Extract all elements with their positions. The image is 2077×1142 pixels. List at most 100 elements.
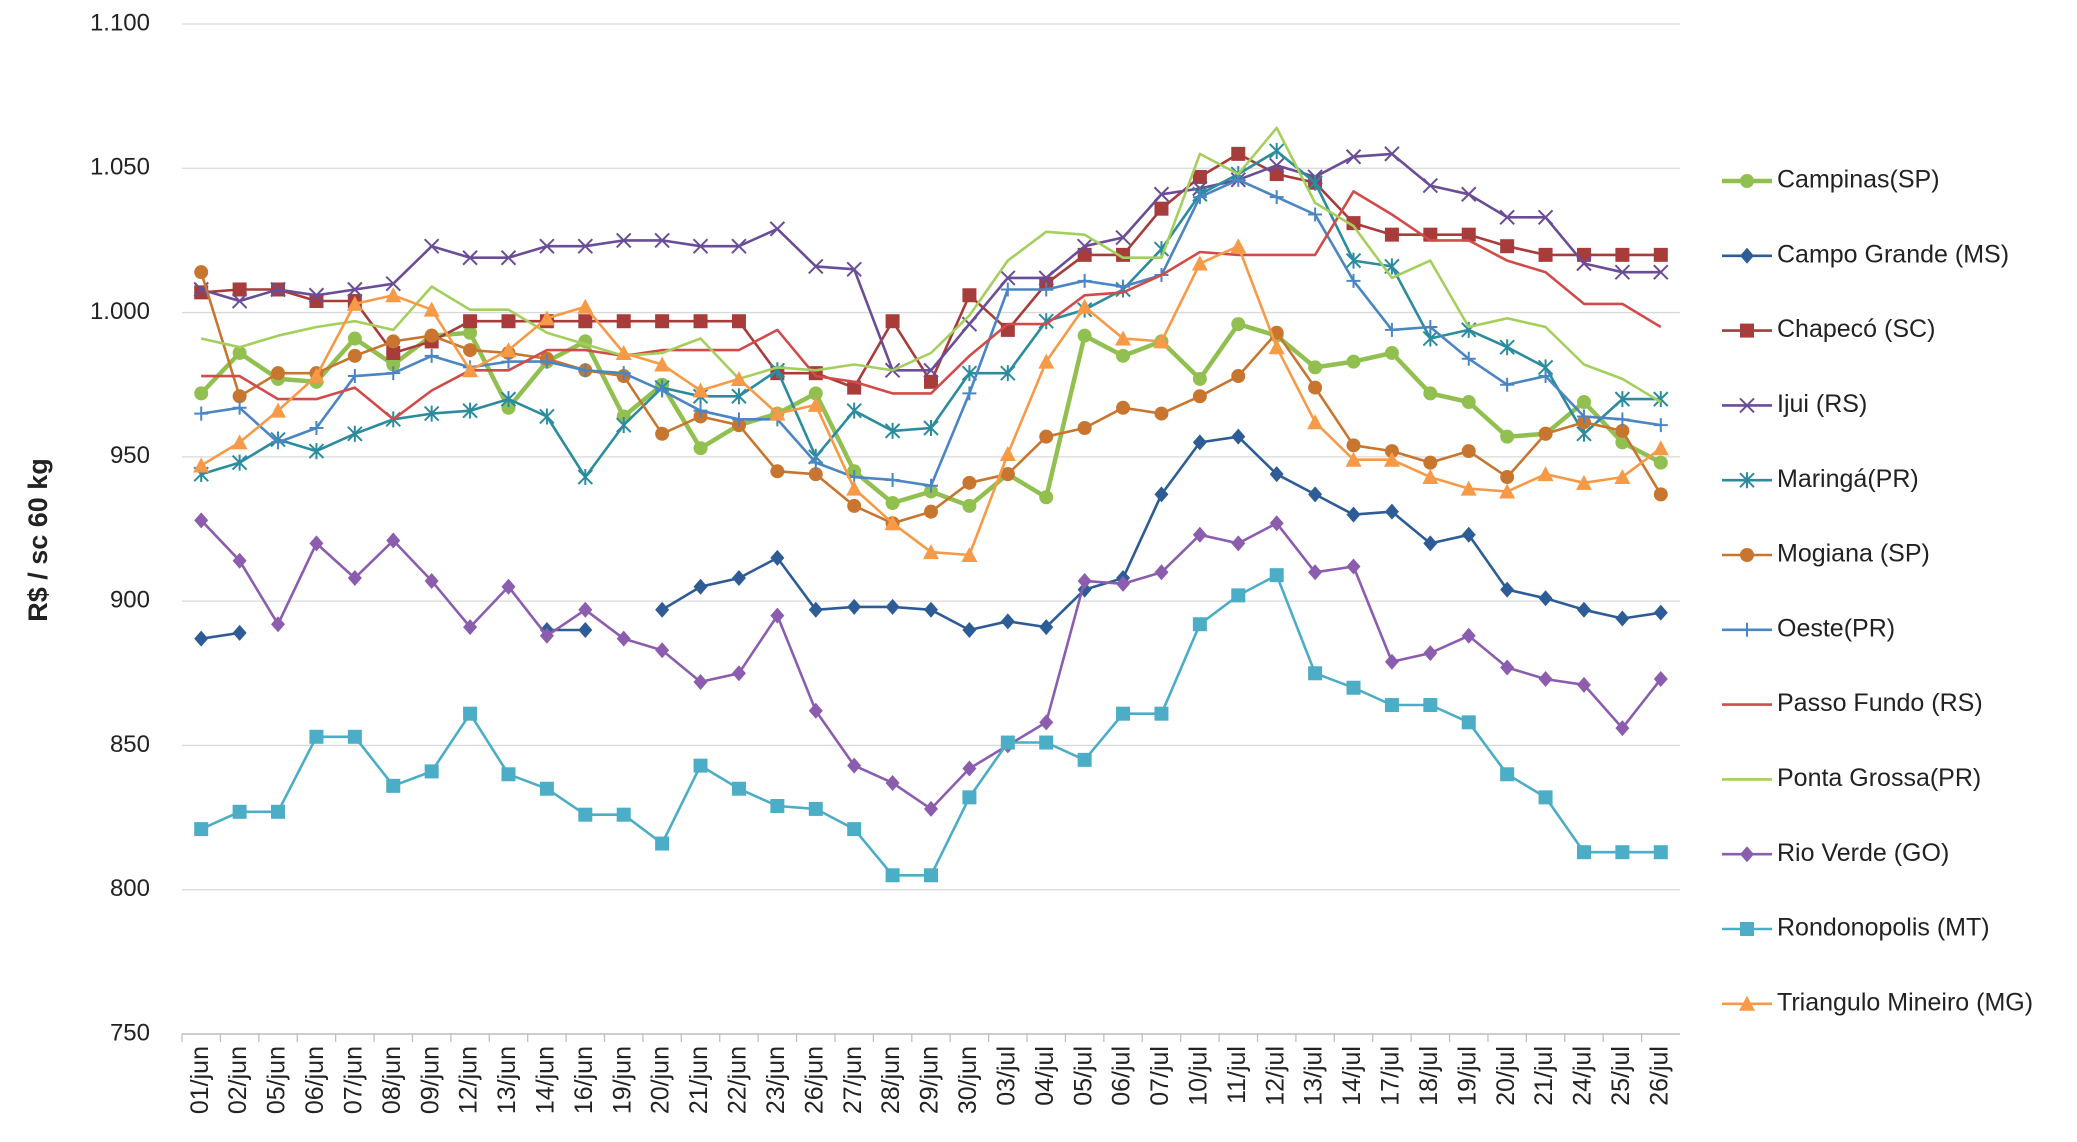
marker <box>1308 360 1323 375</box>
marker <box>1038 270 1054 286</box>
marker <box>1153 186 1170 202</box>
marker <box>1460 480 1477 496</box>
marker <box>232 624 247 641</box>
series <box>193 142 1669 486</box>
marker <box>1076 298 1093 314</box>
marker <box>1739 472 1755 489</box>
y-tick-label: 1.100 <box>90 9 150 36</box>
marker <box>1345 252 1362 269</box>
legend-label: Rio Verde (GO) <box>1777 839 1949 867</box>
marker <box>1153 333 1170 349</box>
marker <box>808 801 823 816</box>
line <box>200 573 1661 877</box>
marker <box>1423 455 1438 470</box>
marker <box>1576 255 1592 272</box>
marker <box>539 238 555 254</box>
marker <box>1538 247 1553 262</box>
marker <box>1652 440 1669 456</box>
x-tick-label: 04/jul <box>1031 1046 1059 1106</box>
marker <box>1615 247 1630 262</box>
marker <box>846 402 862 419</box>
marker <box>1038 353 1055 369</box>
marker <box>1345 149 1362 165</box>
marker <box>539 627 554 644</box>
line <box>201 178 1661 487</box>
marker <box>1000 613 1015 630</box>
marker <box>654 356 671 372</box>
marker <box>501 767 516 782</box>
marker <box>1345 451 1362 467</box>
marker <box>1077 752 1092 767</box>
legend-label: Ijui (RS) <box>1777 390 1867 418</box>
marker <box>1116 706 1131 721</box>
marker <box>463 343 478 358</box>
marker <box>463 706 478 721</box>
marker <box>808 601 823 618</box>
legend-label: Campo Grande (MS) <box>1777 240 2009 268</box>
marker <box>962 475 977 490</box>
marker <box>1039 490 1054 505</box>
marker <box>1538 590 1553 607</box>
legend-label: Passo Fundo (RS) <box>1777 689 1983 717</box>
series <box>193 238 1669 562</box>
marker <box>270 402 287 418</box>
marker <box>462 250 478 266</box>
marker <box>1500 239 1515 254</box>
marker <box>1039 619 1054 636</box>
marker <box>769 221 786 237</box>
marker <box>1039 714 1054 731</box>
marker <box>539 354 554 369</box>
marker <box>924 504 938 519</box>
marker <box>386 357 401 372</box>
marker <box>1116 348 1131 363</box>
legend-label: Oeste(PR) <box>1777 614 1895 642</box>
legend-label: Triangulo Mineiro (MG) <box>1777 988 2033 1016</box>
series <box>193 146 1669 378</box>
marker <box>1653 455 1668 470</box>
marker <box>1422 177 1439 194</box>
marker <box>1231 535 1246 552</box>
marker <box>1740 846 1754 863</box>
marker <box>1346 354 1361 369</box>
marker <box>1000 282 1015 297</box>
x-tick-label: 14/jul <box>1338 1046 1366 1106</box>
marker <box>1653 264 1669 280</box>
marker <box>693 441 708 456</box>
marker <box>1077 421 1092 435</box>
legend-label: Campinas(SP) <box>1777 166 1940 194</box>
marker <box>578 314 593 329</box>
marker <box>655 642 670 659</box>
series <box>194 568 1668 883</box>
marker <box>194 285 209 300</box>
marker <box>808 702 823 719</box>
marker <box>386 334 401 349</box>
marker <box>1308 207 1323 222</box>
marker <box>1500 767 1515 782</box>
marker <box>1461 395 1476 410</box>
marker <box>1384 146 1400 162</box>
marker <box>1269 466 1284 483</box>
marker <box>1269 167 1284 182</box>
marker <box>1653 487 1668 502</box>
marker <box>1116 400 1131 415</box>
marker <box>923 544 939 560</box>
marker <box>1346 273 1361 288</box>
marker <box>309 535 324 552</box>
marker <box>193 457 210 473</box>
x-tick-label: 01/jun <box>186 1046 214 1114</box>
series <box>194 172 1668 493</box>
marker <box>961 546 978 562</box>
marker <box>1461 444 1476 459</box>
marker <box>386 366 401 381</box>
marker <box>923 420 939 436</box>
marker <box>1039 429 1054 444</box>
marker <box>655 314 670 329</box>
x-tick-label: 16/jun <box>570 1046 598 1114</box>
marker <box>731 781 746 796</box>
marker <box>463 325 478 340</box>
x-tick-label: 06/jun <box>301 1046 329 1114</box>
marker <box>616 314 631 329</box>
marker <box>1307 414 1324 430</box>
marker <box>924 601 938 618</box>
marker <box>1346 680 1361 695</box>
